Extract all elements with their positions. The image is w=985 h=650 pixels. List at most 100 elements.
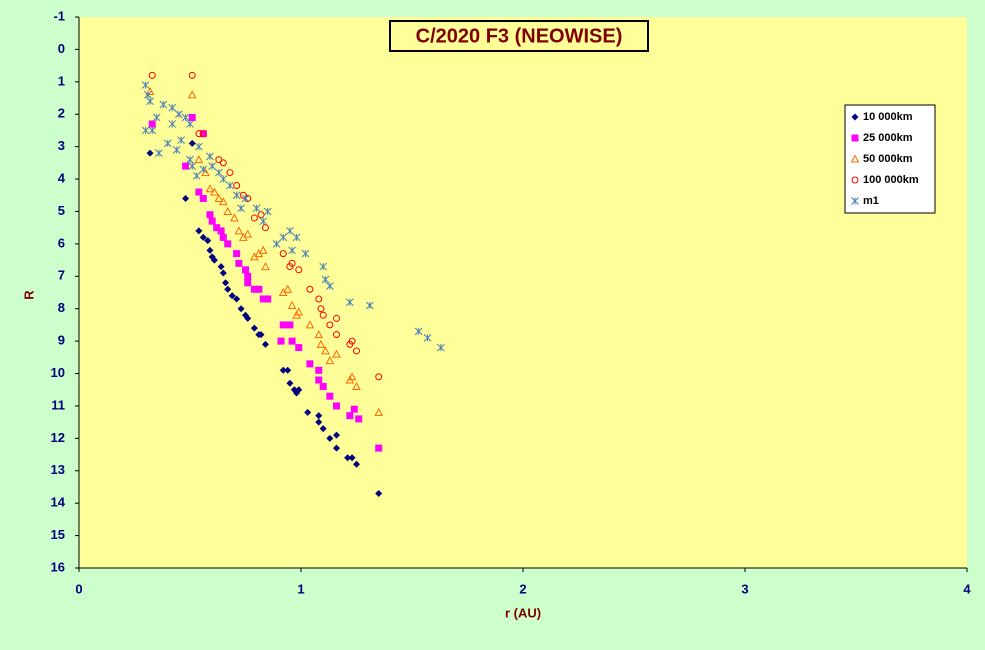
point <box>352 381 361 390</box>
point <box>244 272 252 280</box>
point <box>288 259 296 267</box>
y-axis-label: R <box>21 290 36 300</box>
y-tick-label: 5 <box>58 203 65 218</box>
point <box>277 337 285 345</box>
point <box>182 195 190 203</box>
point <box>258 245 268 254</box>
y-tick-label: 2 <box>58 106 65 121</box>
point <box>375 489 383 497</box>
point <box>353 460 360 468</box>
x-tick-label: 1 <box>297 581 304 596</box>
point <box>163 139 172 148</box>
point <box>414 327 423 336</box>
point <box>326 321 334 329</box>
point <box>168 120 177 128</box>
point <box>315 366 323 374</box>
y-tick-label: 13 <box>51 462 65 477</box>
point <box>233 250 241 258</box>
point <box>219 159 227 167</box>
y-tick-label: 4 <box>58 170 66 185</box>
point <box>315 376 323 384</box>
point <box>374 407 384 416</box>
point <box>172 146 181 154</box>
point <box>286 227 294 235</box>
point <box>217 227 225 235</box>
point <box>250 214 258 222</box>
legend-box <box>844 104 936 214</box>
point <box>355 415 363 423</box>
legend-label: 50 000km <box>863 153 913 165</box>
point <box>375 444 383 452</box>
point <box>333 331 341 339</box>
point <box>321 275 330 284</box>
point <box>304 408 312 416</box>
y-tick-label: 11 <box>51 397 65 412</box>
point <box>261 224 269 232</box>
point <box>353 347 360 355</box>
point <box>288 246 296 255</box>
point <box>295 344 303 352</box>
point <box>152 113 161 122</box>
point <box>141 126 150 135</box>
point <box>315 295 323 303</box>
point <box>181 113 190 122</box>
point <box>333 431 341 439</box>
point <box>175 110 183 119</box>
point <box>257 331 265 339</box>
point <box>295 266 303 274</box>
point <box>344 454 352 462</box>
point <box>326 392 334 400</box>
title-box <box>389 20 649 52</box>
legend-label: 25 000km <box>863 132 913 144</box>
point <box>241 194 250 203</box>
point <box>146 97 154 106</box>
legend-marker <box>851 176 859 184</box>
point <box>143 90 152 99</box>
point <box>199 195 207 203</box>
point <box>252 204 261 213</box>
point <box>317 305 325 313</box>
point <box>279 233 288 242</box>
y-tick-label: -1 <box>53 8 65 23</box>
point <box>177 136 185 145</box>
y-tick-label: 6 <box>58 235 65 250</box>
point <box>194 155 204 164</box>
y-tick-label: 8 <box>58 300 65 315</box>
point <box>148 71 156 79</box>
point <box>159 100 168 109</box>
plot-area <box>79 17 967 568</box>
point <box>319 311 327 319</box>
y-tick-label: 16 <box>51 559 65 574</box>
point <box>226 169 234 177</box>
x-axis-label: r (AU) <box>505 605 541 620</box>
x-tick-label: 0 <box>75 581 82 596</box>
y-tick-label: 14 <box>51 495 66 510</box>
point <box>319 262 328 271</box>
y-tick-label: 15 <box>51 527 65 542</box>
point <box>223 206 233 215</box>
point <box>148 120 156 128</box>
point <box>146 149 154 157</box>
point <box>233 182 241 190</box>
point <box>333 444 341 452</box>
point <box>219 175 228 183</box>
point <box>261 262 270 271</box>
point <box>288 337 296 345</box>
point <box>215 156 223 164</box>
point <box>321 346 330 355</box>
point <box>208 217 216 225</box>
point <box>230 213 239 222</box>
point <box>284 366 292 374</box>
point <box>259 217 268 226</box>
point <box>237 204 245 213</box>
point <box>195 130 203 138</box>
point <box>228 292 236 300</box>
point <box>213 224 221 232</box>
point <box>423 334 432 342</box>
point <box>233 295 241 303</box>
y-tick-label: 1 <box>58 73 65 88</box>
point <box>148 126 157 135</box>
y-tick-label: 3 <box>58 138 65 153</box>
point <box>199 130 207 138</box>
